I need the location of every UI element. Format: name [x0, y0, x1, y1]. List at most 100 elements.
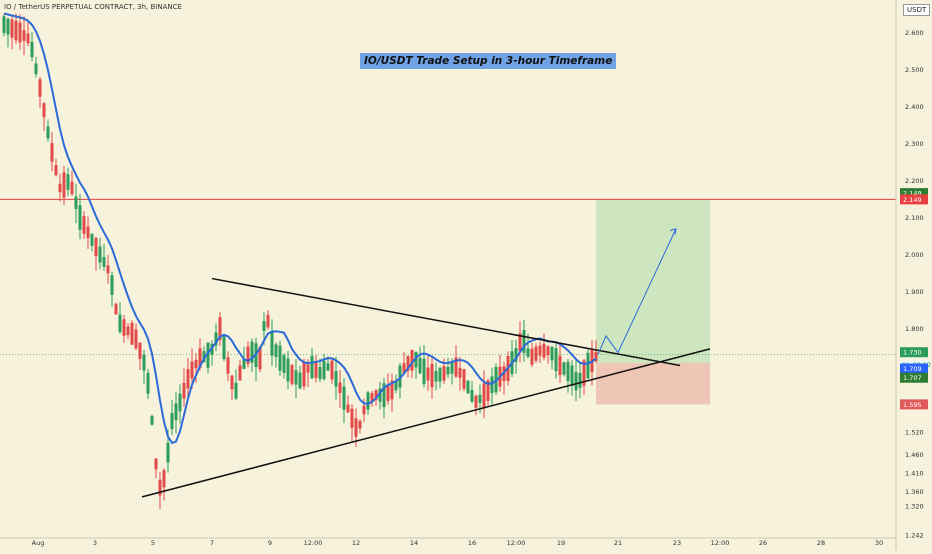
x-tick-label: 12:00: [304, 539, 323, 547]
candle-body: [550, 346, 554, 361]
candle-body: [298, 372, 302, 389]
target-tag-green: 2.149: [903, 190, 922, 198]
candle-body: [18, 22, 22, 43]
candle-body: [86, 226, 90, 239]
candle-body: [422, 358, 426, 385]
candle-body: [294, 370, 298, 385]
candle-body: [34, 63, 38, 75]
candle-body: [78, 205, 82, 230]
y-tick-label: 1.360: [905, 488, 924, 496]
x-tick-label: 26: [759, 539, 767, 547]
candle-body: [374, 390, 378, 400]
y-tick-label: 1.800: [905, 325, 924, 333]
currency-selector[interactable]: USDT: [903, 4, 931, 16]
candle-body: [198, 348, 202, 368]
candle-body: [202, 351, 206, 363]
candle-body: [526, 348, 530, 357]
ma-price-tag: 1.709: [903, 365, 922, 373]
candle-body: [438, 367, 442, 382]
y-tick-label: 1.460: [905, 451, 924, 459]
candle-body: [322, 360, 326, 380]
x-tick-label: 19: [557, 539, 565, 547]
candle-body: [194, 359, 198, 369]
candle-body: [334, 371, 338, 387]
candle-body: [158, 479, 162, 496]
y-tick-label: 1.320: [905, 503, 924, 511]
candle-body: [250, 341, 254, 363]
candle-body: [542, 343, 546, 358]
candle-body: [410, 349, 414, 371]
candle-body: [122, 319, 126, 336]
x-tick-label: 12:00: [711, 539, 730, 547]
candle-body: [282, 355, 286, 373]
y-tick-label: 2.300: [905, 140, 924, 148]
candle-body: [162, 470, 166, 488]
candle-body: [238, 365, 242, 381]
moving-average: [3, 12, 597, 445]
candle-body: [10, 19, 14, 38]
x-tick-label: 23: [673, 539, 681, 547]
candle-body: [138, 342, 142, 359]
candle-body: [90, 233, 94, 246]
candle-body: [582, 360, 586, 386]
candle-body: [46, 126, 50, 139]
candle-body: [314, 361, 318, 378]
target-tag-green-bg: [900, 188, 928, 199]
candle-body: [338, 382, 342, 393]
candle-body: [478, 394, 482, 403]
ma-line: [3, 12, 597, 445]
candle-body: [190, 361, 194, 379]
x-tick-label: 12:00: [507, 539, 526, 547]
candle-body: [462, 369, 466, 389]
upper-trendline: [211, 277, 681, 367]
candle-body: [434, 370, 438, 382]
stop-loss-zone: [596, 362, 710, 405]
y-tick-label: 1.900: [905, 288, 924, 296]
candle-body: [554, 348, 558, 372]
candle-body: [290, 365, 294, 384]
candle-body: [306, 364, 310, 373]
candle-body: [218, 317, 222, 340]
x-tick-label: 9: [268, 539, 272, 547]
candle-body: [466, 380, 470, 394]
y-tick-label: 2.600: [905, 29, 924, 37]
lower-trendline: [141, 348, 711, 498]
candle-body: [426, 367, 430, 381]
candle-body: [594, 352, 598, 362]
candle-body: [42, 103, 46, 118]
stop-price-tag: 1.595: [903, 401, 922, 409]
x-axis: Aug 3 5 7 9 12:00 12 14 16 12:00 19 21 23 12:00 26 28 30: [0, 537, 896, 547]
y-tick-label: 1.410: [905, 469, 924, 477]
candle-body: [558, 355, 562, 376]
x-tick-label: 30: [875, 539, 883, 547]
candle-body: [58, 183, 62, 193]
candle-body: [446, 366, 450, 375]
candle-body: [350, 408, 354, 428]
candle-body: [354, 418, 358, 437]
candle-body: [454, 357, 458, 377]
candle-body: [146, 372, 150, 394]
candle-body: [102, 257, 106, 267]
candle-body: [586, 352, 590, 379]
candle-body: [402, 363, 406, 373]
candle-body: [486, 380, 490, 401]
x-tick-label: 16: [468, 539, 476, 547]
candle-body: [258, 347, 262, 370]
candle-body: [142, 354, 146, 371]
candle-body: [66, 174, 70, 190]
candle-body: [174, 403, 178, 421]
candle-body: [38, 79, 42, 97]
trendlines: [141, 277, 711, 498]
candle-body: [342, 386, 346, 410]
x-tick-label: 12: [352, 539, 360, 547]
candle-body: [14, 20, 18, 41]
candle-body: [222, 335, 226, 359]
price-tag-current: 1.730: [903, 349, 922, 357]
candle-body: [270, 331, 274, 356]
price-tag-current-bg: [900, 347, 928, 358]
candle-body: [70, 181, 74, 195]
candle-body: [62, 172, 66, 198]
candle-body: [54, 165, 58, 176]
